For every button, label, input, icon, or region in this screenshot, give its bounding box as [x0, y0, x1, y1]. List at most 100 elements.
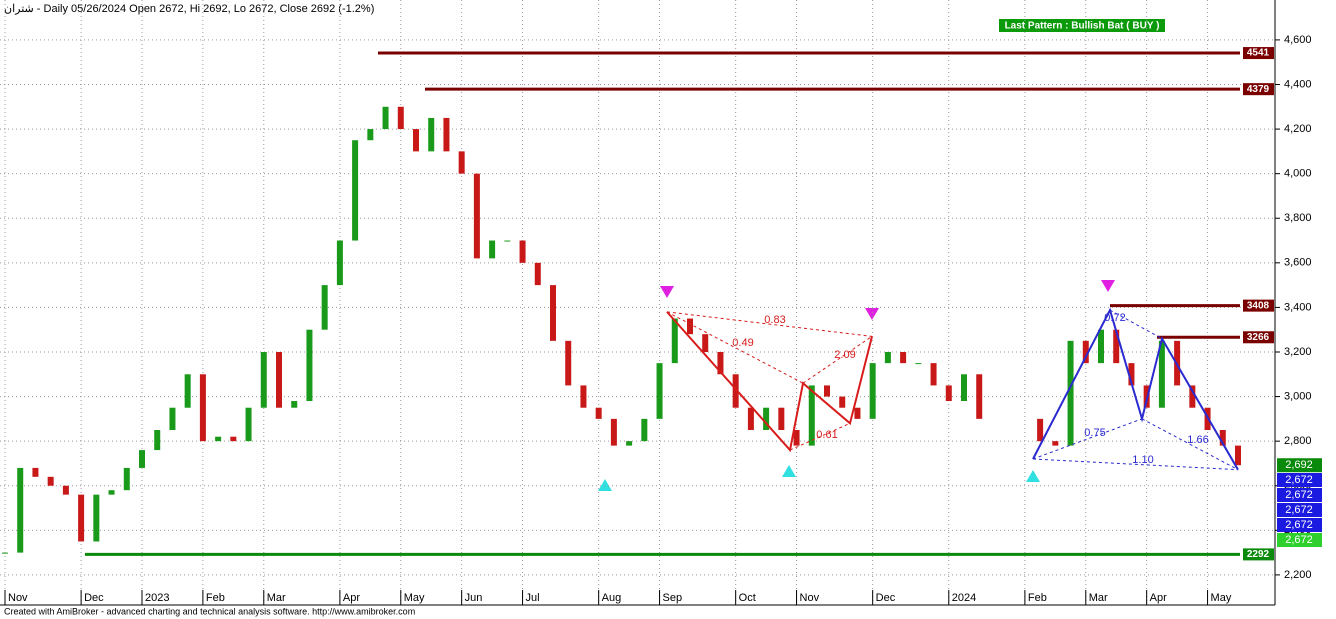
candle — [1037, 418, 1044, 442]
pattern-label: Last Pattern : Bullish Bat ( BUY ) — [1005, 21, 1160, 32]
price-tag-label: 2,672 — [1285, 489, 1313, 501]
pattern-dash — [1032, 458, 1239, 471]
candle — [321, 285, 328, 330]
marker — [598, 479, 612, 491]
level-box — [1243, 331, 1274, 344]
candle — [702, 334, 709, 352]
candle — [139, 450, 145, 468]
y-tick-label: 4,000 — [1284, 168, 1312, 180]
candle — [534, 262, 541, 286]
candle — [260, 351, 267, 408]
x-tick-label: 2024 — [952, 592, 976, 604]
marker — [865, 308, 879, 320]
marker — [660, 286, 674, 298]
y-tick-label: 2,800 — [1284, 435, 1312, 447]
x-tick-label: Mar — [267, 592, 286, 604]
candle — [336, 240, 343, 286]
candle — [291, 401, 298, 408]
candle — [428, 117, 435, 152]
x-tick-label: Sep — [663, 592, 683, 604]
price-tag — [1277, 473, 1322, 487]
chart-title: شتران - Daily 05/26/2024 Open 2672, Hi 2… — [4, 3, 374, 15]
candle — [458, 151, 465, 174]
y-tick-label: 3,200 — [1284, 346, 1312, 358]
candle — [930, 363, 937, 386]
footer: Created with AmiBroker - advanced charti… — [4, 606, 415, 616]
marker — [782, 465, 796, 477]
x-tick-label: Oct — [739, 592, 756, 604]
x-tick-label: Feb — [206, 592, 225, 604]
candle — [397, 106, 404, 130]
candle — [169, 407, 176, 431]
x-tick-label: May — [404, 592, 425, 604]
candle — [276, 351, 282, 408]
price-tag-label: 2,672 — [1285, 534, 1313, 546]
pattern-dash — [789, 422, 851, 451]
candle — [184, 374, 191, 408]
ratio-label: 2.09 — [834, 349, 855, 361]
x-tick-label: Jun — [465, 592, 483, 604]
candle — [504, 240, 511, 242]
candle — [215, 436, 222, 442]
candle — [824, 385, 830, 397]
candle — [199, 374, 206, 442]
level-label: 3266 — [1247, 332, 1270, 343]
x-tick-label: Mar — [1089, 592, 1108, 604]
candle — [2, 552, 8, 554]
candle — [1128, 363, 1135, 386]
pattern-dash — [802, 335, 873, 384]
candle — [1098, 329, 1104, 364]
candle — [641, 418, 648, 442]
price-tag — [1277, 503, 1322, 517]
pattern-dash — [1141, 418, 1239, 471]
candle — [230, 436, 237, 442]
candle — [473, 173, 480, 259]
y-tick-label: 3,600 — [1284, 257, 1312, 269]
candle — [884, 351, 891, 364]
candle — [382, 106, 389, 130]
y-tick-label: 2,200 — [1284, 569, 1312, 581]
level-label: 4541 — [1247, 48, 1270, 59]
x-tick-label: 2023 — [145, 592, 169, 604]
candle — [656, 363, 663, 419]
candle — [154, 430, 161, 451]
pattern-dash — [666, 311, 804, 384]
level-label: 2292 — [1247, 549, 1270, 560]
x-tick-label: Apr — [343, 592, 360, 604]
ratio-label: 1.10 — [1132, 454, 1153, 466]
ratio-label: 0.75 — [1084, 427, 1105, 439]
candle — [1113, 329, 1120, 364]
y-tick-label: 3,000 — [1284, 390, 1312, 402]
y-tick-label: 3,800 — [1284, 212, 1312, 224]
ratio-label: 1.66 — [1187, 434, 1208, 446]
candle — [123, 467, 130, 491]
candle — [1082, 340, 1089, 364]
price-tag-label: 2,672 — [1285, 519, 1313, 531]
x-tick-label: Aug — [602, 592, 622, 604]
candle — [47, 476, 54, 486]
price-tag — [1277, 488, 1322, 502]
ratio-label: 0.61 — [816, 429, 837, 441]
candle — [778, 407, 785, 431]
candle — [869, 363, 876, 419]
candle — [1067, 340, 1074, 446]
candle — [595, 407, 602, 419]
candle — [1189, 385, 1196, 408]
candle — [62, 485, 69, 495]
candle — [413, 129, 419, 152]
candle — [808, 385, 815, 446]
ratio-label: 0.49 — [732, 337, 753, 349]
candle — [610, 418, 617, 446]
y-tick-label: 4,200 — [1284, 123, 1312, 135]
candle — [945, 385, 952, 402]
pattern-dash — [666, 311, 873, 337]
pattern-dash — [1109, 309, 1163, 340]
candle — [747, 407, 754, 431]
level-box — [1243, 548, 1274, 561]
ratio-label: 0.72 — [1104, 312, 1125, 324]
pattern-line — [1032, 307, 1239, 471]
candle — [915, 363, 922, 365]
candle — [367, 129, 374, 141]
